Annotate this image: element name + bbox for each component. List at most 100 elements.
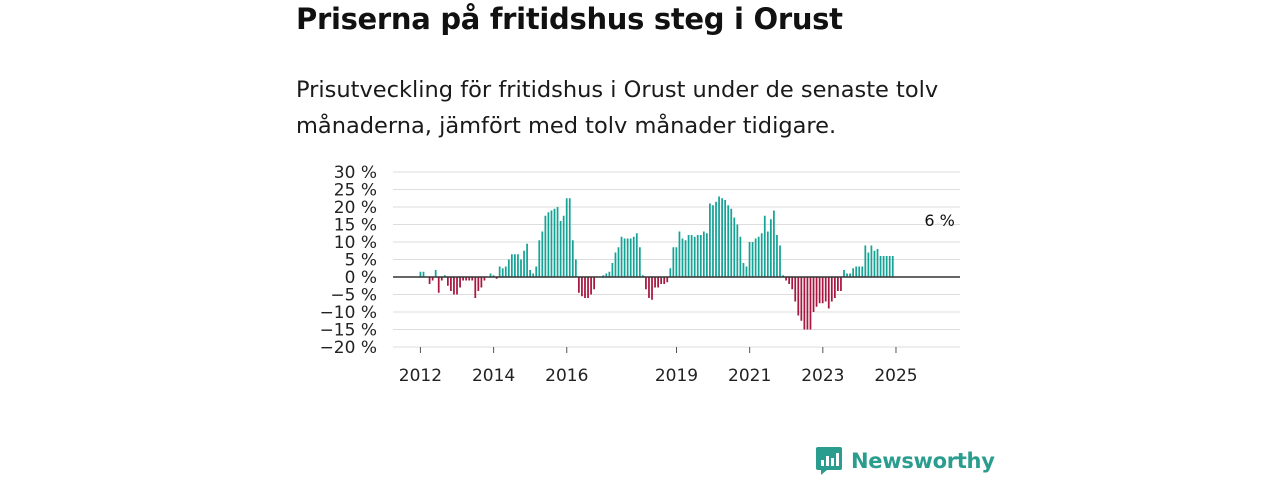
bar xyxy=(638,247,641,277)
bar xyxy=(468,277,471,281)
bar xyxy=(791,277,794,290)
y-axis: 30 %25 %20 %15 %10 %5 %0 %−5 %−10 %−15 %… xyxy=(320,163,377,358)
bar xyxy=(681,238,684,277)
x-tick-label: 2021 xyxy=(728,366,771,386)
y-tick-label: −15 % xyxy=(320,321,377,341)
bar xyxy=(858,266,861,277)
x-tick-label: 2016 xyxy=(545,366,588,386)
bar xyxy=(422,271,425,277)
bar xyxy=(843,270,845,277)
bar xyxy=(480,277,483,288)
bar xyxy=(861,266,864,277)
bar xyxy=(635,233,638,277)
y-tick-label: 20 % xyxy=(334,198,377,218)
bar xyxy=(450,277,452,291)
bar xyxy=(498,266,501,277)
bar xyxy=(620,236,623,277)
x-tick-label: 2023 xyxy=(801,366,844,386)
newsworthy-logo-icon xyxy=(816,447,842,475)
bar xyxy=(581,277,583,297)
brand-name: Newsworthy xyxy=(851,449,995,473)
bar xyxy=(846,273,848,277)
bar xyxy=(602,275,605,277)
bar xyxy=(632,236,635,277)
bar xyxy=(785,277,787,281)
bar xyxy=(654,277,656,288)
bar xyxy=(559,221,562,277)
bar xyxy=(669,268,672,277)
chart-subtitle: Prisutveckling för fritidshus i Orust un… xyxy=(296,77,939,139)
bar xyxy=(617,247,620,277)
bar xyxy=(800,277,803,321)
bar xyxy=(803,277,806,330)
bar xyxy=(815,277,818,307)
bar xyxy=(593,277,595,290)
bar xyxy=(657,277,659,288)
x-tick-label: 2019 xyxy=(655,366,698,386)
bar xyxy=(794,277,797,302)
bar xyxy=(776,235,778,277)
bar xyxy=(690,235,693,277)
bar xyxy=(788,277,791,284)
x-tick-label: 2014 xyxy=(472,366,515,386)
bar xyxy=(477,277,480,291)
bar xyxy=(706,233,708,277)
bar xyxy=(824,277,827,302)
y-tick-label: 10 % xyxy=(334,233,377,253)
bar xyxy=(440,277,443,281)
y-tick-label: −10 % xyxy=(320,303,377,323)
bar xyxy=(666,277,669,283)
x-axis: 2012 2014 2016 2019 2021 2023 2025 xyxy=(399,347,918,386)
bar xyxy=(568,198,571,277)
bar xyxy=(483,277,486,281)
bar xyxy=(748,242,751,277)
bar xyxy=(462,277,464,281)
bar xyxy=(684,240,687,277)
bars xyxy=(419,196,894,330)
bar xyxy=(675,247,678,277)
bar xyxy=(873,250,876,277)
bar xyxy=(702,231,705,277)
bar xyxy=(782,275,784,277)
bar xyxy=(608,271,611,277)
bar xyxy=(696,235,699,277)
bar xyxy=(495,277,498,279)
bar xyxy=(757,236,760,277)
bar xyxy=(507,259,510,277)
bar xyxy=(626,238,629,277)
bar xyxy=(773,210,775,277)
bar xyxy=(739,236,742,277)
y-tick-label: 5 % xyxy=(345,251,377,271)
newsworthy-logo[interactable]: Newsworthy xyxy=(815,446,995,476)
bar xyxy=(699,235,702,277)
bar xyxy=(514,254,516,277)
bar xyxy=(541,231,544,277)
bar xyxy=(864,245,867,277)
bar xyxy=(492,275,495,277)
bar xyxy=(547,212,550,277)
bar xyxy=(806,277,809,330)
bar xyxy=(724,200,727,277)
bar xyxy=(888,256,891,277)
bar xyxy=(544,215,547,277)
bar xyxy=(565,198,568,277)
bar xyxy=(629,238,632,277)
bar xyxy=(550,210,553,277)
bar xyxy=(833,277,836,298)
bar xyxy=(419,271,422,277)
bar xyxy=(446,277,449,286)
bar xyxy=(431,277,434,281)
bar xyxy=(434,270,437,277)
bar xyxy=(648,277,650,298)
x-tick-label: 2025 xyxy=(874,366,917,386)
bar xyxy=(459,277,461,288)
bar xyxy=(504,266,507,277)
y-tick-label: 15 % xyxy=(334,216,377,236)
bar xyxy=(611,263,614,277)
bar xyxy=(745,266,748,277)
bar xyxy=(453,277,455,295)
bar xyxy=(529,270,532,277)
bar xyxy=(855,266,858,277)
bar xyxy=(614,252,617,277)
bar xyxy=(642,275,644,277)
